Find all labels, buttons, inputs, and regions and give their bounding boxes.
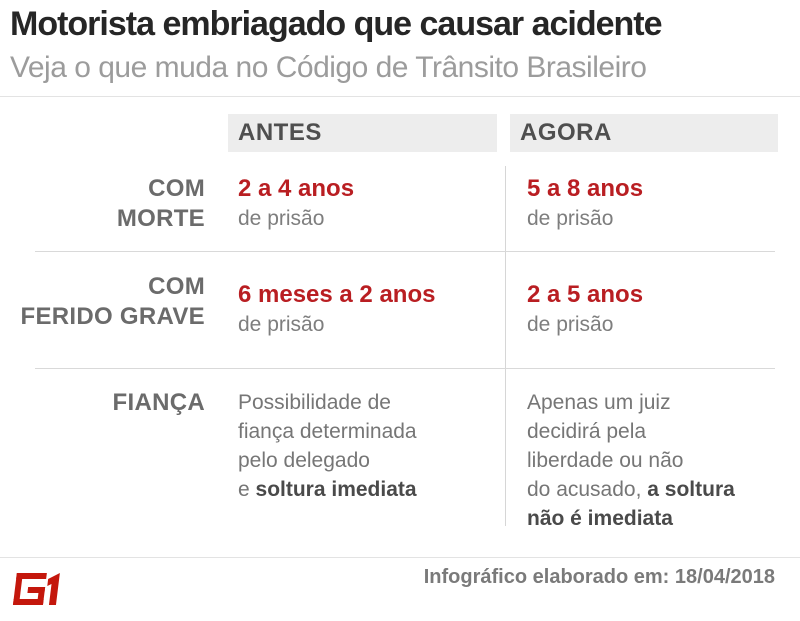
penalty-value: 2 a 4 anos bbox=[238, 175, 355, 202]
penalty-value: 6 meses a 2 anos bbox=[238, 281, 436, 308]
cell-ferido-agora: 2 a 5 anos de prisão bbox=[527, 280, 643, 338]
cell-morte-agora: 5 a 8 anos de prisão bbox=[527, 174, 643, 232]
row-divider-1 bbox=[35, 251, 775, 252]
row-divider-2 bbox=[35, 368, 775, 369]
page-subtitle: Veja o que muda no Código de Trânsito Br… bbox=[10, 51, 647, 84]
penalty-value: 5 a 8 anos bbox=[527, 175, 644, 202]
fianca-antes-text: Possibilidade de fiança determinada pelo… bbox=[238, 391, 417, 501]
penalty-unit: de prisão bbox=[527, 207, 614, 230]
penalty-unit: de prisão bbox=[238, 313, 325, 336]
fianca-agora-text: Apenas um juiz decidirá pela liberdade o… bbox=[527, 391, 735, 530]
credit-text: Infográfico elaborado em: 18/04/2018 bbox=[423, 566, 775, 588]
footer-divider bbox=[0, 557, 800, 558]
row-label-ferido-grave: COM FERIDO GRAVE bbox=[20, 273, 205, 330]
cell-fianca-agora: Apenas um juiz decidirá pela liberdade o… bbox=[527, 388, 787, 533]
g1-logo-icon bbox=[12, 573, 60, 605]
cell-fianca-antes: Possibilidade de fiança determinada pelo… bbox=[238, 388, 498, 504]
column-divider bbox=[505, 166, 506, 526]
row-label-com-morte: COM MORTE bbox=[116, 175, 205, 232]
penalty-unit: de prisão bbox=[238, 207, 325, 230]
column-header-agora: AGORA bbox=[510, 114, 778, 152]
column-header-antes: ANTES bbox=[228, 114, 497, 152]
page-title: Motorista embriagado que causar acidente bbox=[10, 5, 663, 43]
cell-morte-antes: 2 a 4 anos de prisão bbox=[238, 174, 354, 232]
row-label-fianca: FIANÇA bbox=[112, 389, 205, 416]
penalty-value: 2 a 5 anos bbox=[527, 281, 644, 308]
header-divider bbox=[0, 96, 800, 97]
cell-ferido-antes: 6 meses a 2 anos de prisão bbox=[238, 280, 435, 338]
penalty-unit: de prisão bbox=[527, 313, 614, 336]
